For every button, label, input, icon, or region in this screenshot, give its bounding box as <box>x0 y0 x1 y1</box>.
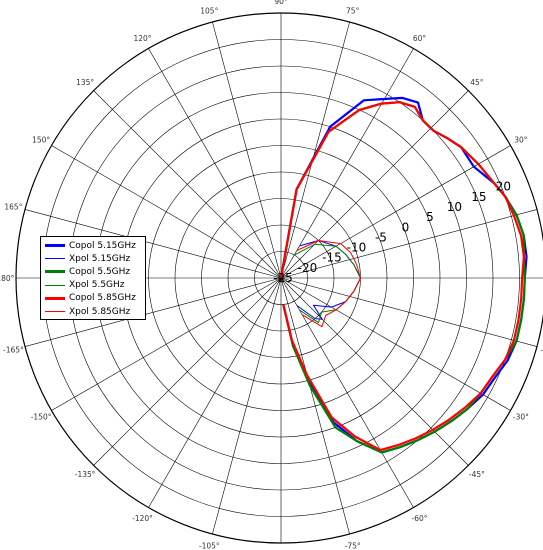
radial-tick-label: 15 <box>471 190 486 204</box>
angle-tick-label: 120° <box>133 34 151 43</box>
angle-tick-label: -30° <box>513 413 529 422</box>
legend-entry: Copol 5.15GHz <box>45 239 141 252</box>
angle-tick-label: 15° <box>542 202 543 211</box>
angle-tick-label: 45° <box>470 78 484 87</box>
angle-tick-label: 30° <box>514 136 528 145</box>
angular-gridline <box>280 277 469 466</box>
legend-entry: Copol 5.85GHz <box>45 292 141 305</box>
angular-gridline <box>280 145 511 279</box>
radial-tick-label: 5 <box>426 210 434 224</box>
legend-entry: Xpol 5.85GHz <box>45 305 141 318</box>
angular-gridline <box>280 277 414 508</box>
angle-tick-label: 105° <box>200 6 218 15</box>
angular-gridline <box>24 277 282 347</box>
legend-entry: Xpol 5.5GHz <box>45 279 141 292</box>
legend: Copol 5.15GHz Xpol 5.15GHz Copol 5.5GHz Xpo… <box>40 236 146 320</box>
series-line-5 <box>296 240 361 328</box>
angular-gridline <box>280 209 538 279</box>
legend-swatch <box>45 258 65 260</box>
radial-tick-label: 20 <box>496 180 511 194</box>
angular-gridline <box>280 90 469 279</box>
angular-gridline <box>280 21 350 279</box>
angular-gridline <box>280 277 511 411</box>
legend-label: Copol 5.5GHz <box>69 266 131 277</box>
angular-gridline <box>280 48 414 279</box>
legend-swatch <box>45 296 65 300</box>
series-layer <box>279 96 528 454</box>
legend-label: Xpol 5.5GHz <box>69 280 125 291</box>
legend-swatch <box>45 311 65 313</box>
angle-tick-label: -150° <box>31 413 52 422</box>
radial-tick-label: -20 <box>298 261 318 275</box>
angular-gridline <box>148 277 282 508</box>
angular-gridline <box>51 145 282 279</box>
angular-gridline <box>280 277 538 347</box>
angular-gridline <box>51 277 282 411</box>
angular-gridline <box>24 209 282 279</box>
angle-tick-label: 150° <box>32 136 50 145</box>
radial-tick-label: 0 <box>402 220 410 234</box>
radial-tick-label: -25 <box>273 271 293 285</box>
legend-swatch <box>45 270 65 274</box>
angle-tick-label: -60° <box>412 514 428 523</box>
legend-label: Xpol 5.15GHz <box>69 253 131 264</box>
angle-tick-label: 60° <box>413 34 427 43</box>
radial-tick-label: 10 <box>447 200 462 214</box>
angle-tick-label: -180° <box>0 274 15 283</box>
legend-label: Copol 5.15GHz <box>69 240 136 251</box>
angular-gridline <box>148 48 282 279</box>
angle-tick-label: -105° <box>199 542 220 550</box>
angle-tick-label: -75° <box>345 542 361 550</box>
radial-tick-label: -15 <box>322 251 342 265</box>
angular-gridline <box>280 277 350 535</box>
angle-tick-label: 90° <box>274 0 288 6</box>
legend-entry: Copol 5.5GHz <box>45 265 141 278</box>
angle-tick-label: -135° <box>75 470 96 479</box>
legend-swatch <box>45 244 65 248</box>
angular-gridline <box>93 277 282 466</box>
legend-entry: Xpol 5.15GHz <box>45 252 141 265</box>
angular-gridline <box>212 21 282 279</box>
legend-label: Copol 5.85GHz <box>69 293 136 304</box>
radial-tick-label: -5 <box>375 230 387 244</box>
angle-tick-label: 75° <box>346 6 360 15</box>
angle-tick-label: -120° <box>132 514 153 523</box>
legend-label: Xpol 5.85GHz <box>69 306 131 317</box>
angle-tick-label: -45° <box>469 470 485 479</box>
angular-gridline <box>93 90 282 279</box>
angle-tick-label: 165° <box>4 202 22 211</box>
radial-tick-label: -10 <box>347 241 367 255</box>
series-line-4 <box>279 101 525 452</box>
legend-swatch <box>45 284 65 286</box>
angle-tick-label: -165° <box>3 346 24 355</box>
polar-grid <box>15 12 543 544</box>
angular-gridline <box>212 277 282 535</box>
angle-tick-label: 135° <box>76 78 94 87</box>
angle-tick-label: -15° <box>541 346 543 355</box>
